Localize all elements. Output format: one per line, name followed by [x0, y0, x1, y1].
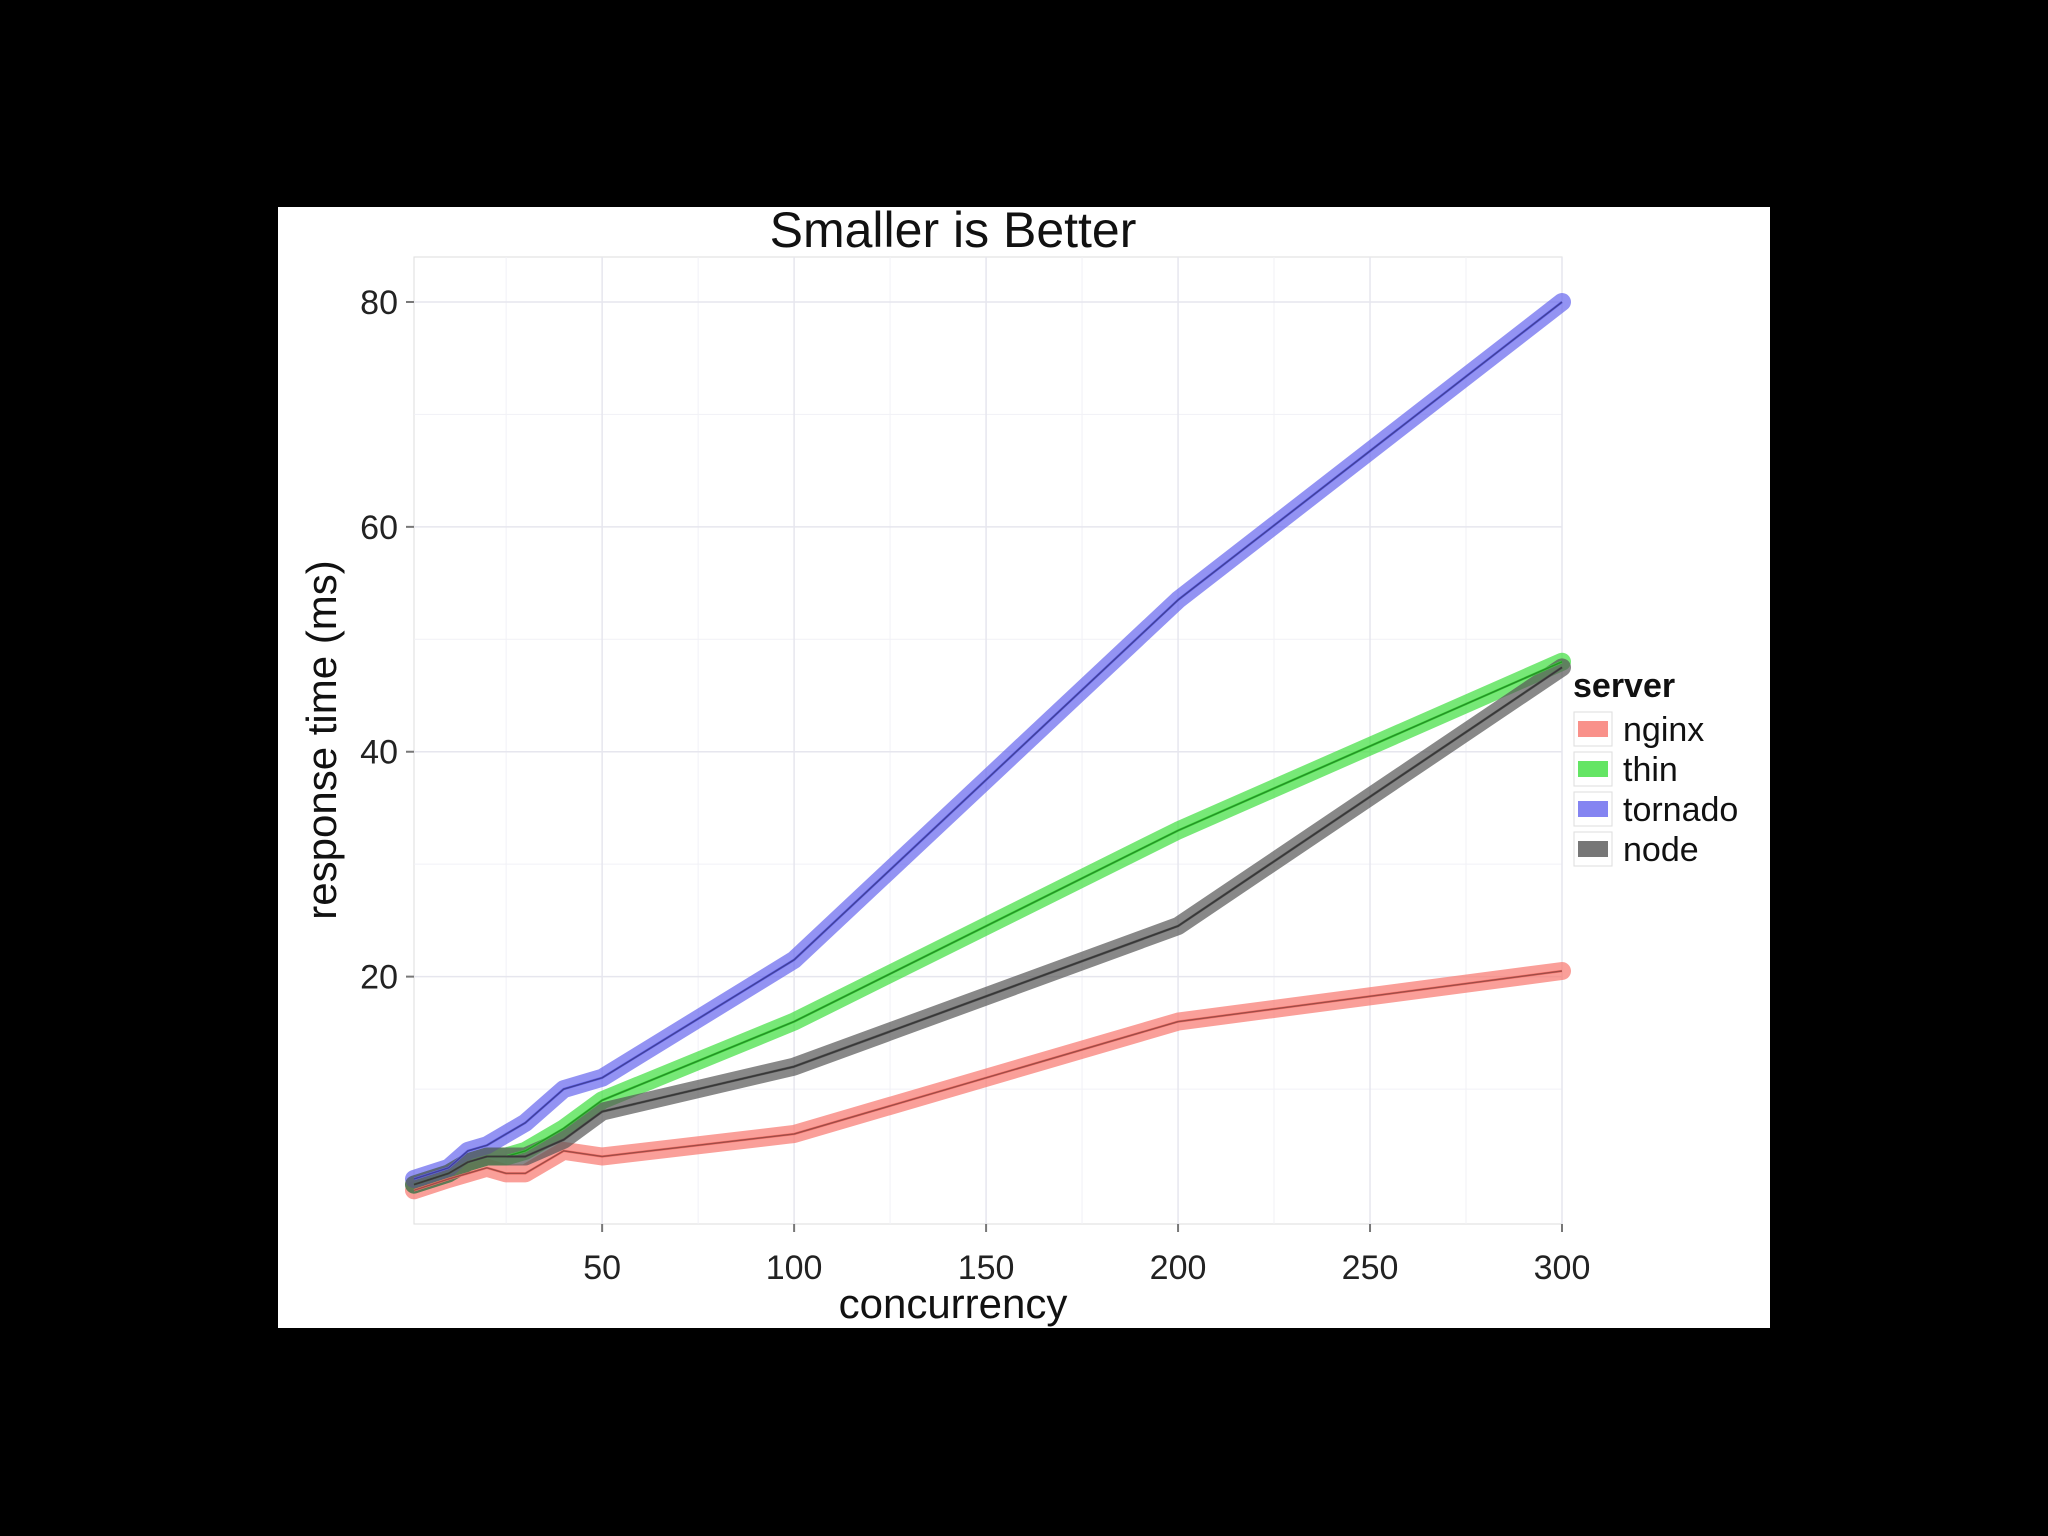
series-core-nginx [413, 970, 1563, 1192]
series-line-tornado [413, 301, 1563, 1181]
x-tick-label: 200 [1150, 1249, 1207, 1287]
x-tick-label: 50 [583, 1249, 621, 1287]
legend-item-nginx: nginx [1573, 711, 1704, 749]
y-tick-label: 60 [360, 509, 398, 547]
legend-label: thin [1623, 751, 1678, 789]
series-lines [413, 301, 1563, 1192]
y-tick-label: 40 [360, 734, 398, 772]
series-line-nginx [413, 969, 1563, 1192]
series-core-tornado [413, 301, 1563, 1180]
x-tick-label: 250 [1342, 1249, 1399, 1287]
x-tick-label: 300 [1534, 1249, 1591, 1287]
x-tick-label: 100 [766, 1249, 823, 1287]
legend-title: server [1573, 667, 1675, 705]
x-axis-ticks: 50 100 150 200 250 300 [583, 1224, 1590, 1287]
series-line-node [413, 666, 1563, 1186]
legend-label: nginx [1623, 711, 1704, 749]
legend-item-tornado: tornado [1573, 791, 1738, 829]
x-axis-label: concurrency [839, 1280, 1068, 1327]
legend-item-thin: thin [1573, 751, 1678, 789]
y-tick-label: 20 [360, 959, 398, 997]
chart-title: Smaller is Better [770, 202, 1137, 258]
y-tick-label: 80 [360, 284, 398, 322]
legend-item-node: node [1573, 831, 1699, 869]
y-axis-label: response time (ms) [298, 560, 345, 919]
legend-label: tornado [1623, 791, 1738, 829]
y-axis-ticks: 20 40 60 80 [360, 284, 414, 997]
legend-label: node [1623, 831, 1699, 869]
x-tick-label: 150 [958, 1249, 1015, 1287]
series-core-node [413, 666, 1563, 1186]
